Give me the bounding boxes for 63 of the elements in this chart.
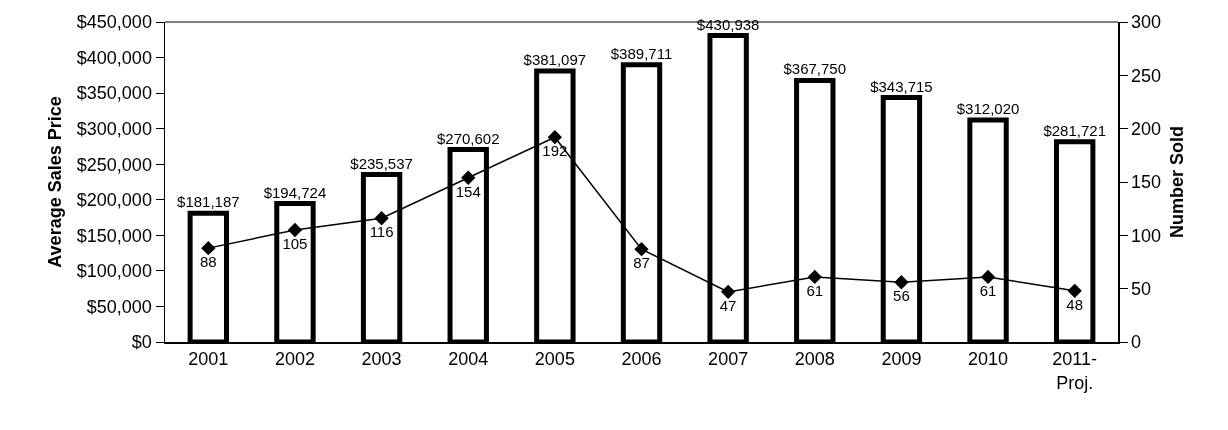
y-axis-title: Average Sales Price — [45, 96, 66, 268]
y2-tick-label: 200 — [1131, 118, 1162, 139]
data-label: $381,097 — [523, 51, 587, 68]
data-label: 61 — [806, 282, 824, 300]
data-label: $389,711 — [610, 44, 673, 62]
x-tick-label: 2004 — [448, 349, 489, 370]
point — [287, 222, 303, 238]
x-tick-label: 2006 — [621, 349, 662, 370]
y2-tick-label: 250 — [1131, 65, 1162, 86]
point — [980, 269, 996, 285]
data-label: $194,724 — [263, 183, 327, 201]
x-tick-label: 2007 — [708, 349, 749, 370]
y-tick-label: $50,000 — [86, 296, 152, 317]
data-label: $312,020 — [956, 100, 1020, 118]
data-label: 56 — [893, 287, 910, 305]
y-tick-label: $300,000 — [76, 118, 152, 139]
data-label: 192 — [542, 142, 568, 160]
x-tick-label: 2002 — [274, 349, 315, 370]
y2-tick-label: 300 — [1131, 12, 1162, 33]
data-label: 48 — [1066, 295, 1084, 313]
x-tick-label: 2005 — [534, 349, 575, 370]
data-label: 154 — [455, 182, 481, 200]
x-tick-label: 2011- Proj. — [1052, 349, 1098, 393]
data-label: 105 — [282, 235, 308, 253]
x-tick-label: 2010 — [968, 349, 1009, 370]
y-tick-label: $450,000 — [76, 12, 152, 33]
y-tick-label: $150,000 — [76, 225, 152, 246]
y2-axis-title: Number Sold — [1167, 125, 1187, 239]
point — [807, 269, 822, 285]
data-label: 61 — [979, 282, 997, 300]
data-label: 116 — [369, 223, 394, 241]
point — [894, 275, 909, 290]
data-label: 87 — [633, 254, 650, 272]
point — [634, 242, 649, 257]
data-label: $343,715 — [870, 77, 933, 95]
data-label: 47 — [719, 296, 737, 314]
y-tick-label: $0 — [131, 332, 152, 353]
x-tick-label: 2008 — [794, 349, 835, 370]
data-label: $270,602 — [436, 129, 500, 147]
y-tick-label: $100,000 — [76, 261, 152, 282]
y-tick-label: $200,000 — [76, 190, 152, 211]
y2-tick-label: 0 — [1131, 332, 1142, 353]
y-tick-label: $250,000 — [76, 154, 152, 175]
y2-tick-label: 50 — [1131, 278, 1152, 299]
point — [720, 284, 736, 300]
y-tick-label: $400,000 — [76, 47, 152, 68]
data-label: $430,938 — [696, 15, 760, 33]
data-label: $181,187 — [177, 193, 240, 211]
x-tick-label: 2009 — [881, 349, 922, 370]
x-tick-label: 2001 — [188, 349, 229, 370]
y2-tick-label: 100 — [1131, 225, 1162, 246]
data-label: $235,537 — [350, 154, 413, 172]
y-tick-label: $350,000 — [76, 83, 152, 104]
point — [1067, 283, 1082, 298]
y2-tick-label: 150 — [1131, 172, 1162, 193]
x-tick-label: 2003 — [361, 349, 402, 370]
point — [461, 170, 476, 185]
point — [547, 130, 563, 145]
point — [201, 240, 216, 256]
data-label: $281,721 — [1043, 121, 1106, 139]
data-label: 88 — [199, 253, 217, 271]
point — [374, 211, 389, 226]
data-label: $367,750 — [783, 60, 847, 78]
